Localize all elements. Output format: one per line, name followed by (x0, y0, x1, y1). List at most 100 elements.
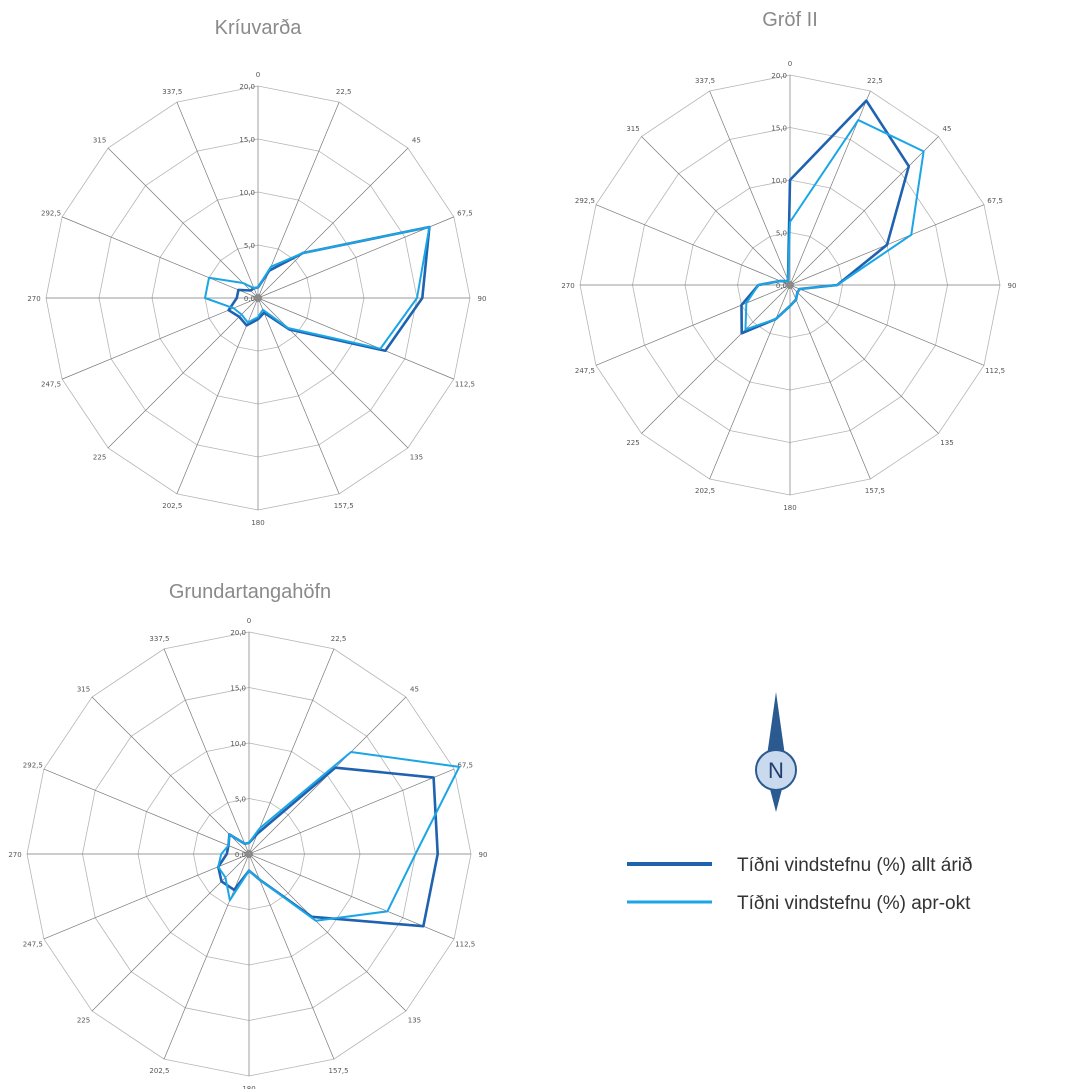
legend-label-all-year: Tíðni vindstefnu (%) allt árið (737, 855, 973, 876)
radar-chart-grundartangahofn: 0,0 5,0 10,0 15,0 20,00 22,5 45 67,5 90 112,5 135 1… (8, 617, 487, 1089)
north-letter: N (768, 758, 784, 783)
radial-tick-label: 20,0 (771, 72, 787, 80)
grid-spoke (709, 284, 791, 480)
angle-label: 135 (410, 453, 423, 461)
grid-spoke (62, 216, 259, 299)
angle-label: 270 (561, 282, 574, 290)
angle-label: 270 (27, 295, 40, 303)
grid-spoke (248, 853, 335, 1060)
angle-label: 135 (408, 1016, 421, 1024)
angle-label: 0 (788, 60, 792, 68)
radar-chart-kriuvarda: 0,0 5,0 10,0 15,0 20,00 22,5 45 67,5 90 112,5 135 1… (27, 71, 486, 527)
grid-spoke (91, 853, 250, 1012)
grid-spoke (257, 297, 454, 380)
angle-label: 225 (77, 1016, 90, 1024)
angle-label: 90 (478, 295, 487, 303)
grid-spoke (595, 284, 791, 366)
angle-label: 67,5 (457, 761, 473, 769)
angle-label: 45 (410, 686, 419, 694)
radial-tick-label: 15,0 (771, 125, 787, 133)
angle-label: 292,5 (575, 197, 595, 205)
chart-title-kriuvarda: Kríuvarða (215, 17, 303, 39)
legend: Tíðni vindstefnu (%) allt árið Tíðni vin… (627, 855, 973, 914)
angle-label: 337,5 (695, 77, 715, 85)
legend-label-apr-okt: Tíðni vindstefnu (%) apr-okt (737, 893, 971, 914)
grid-spoke (163, 648, 250, 855)
grid-spoke (176, 102, 259, 299)
angle-label: 247,5 (41, 381, 61, 389)
grid-spoke (248, 648, 335, 855)
grid-spoke (641, 136, 791, 286)
radar-chart-grof-ii: 0,0 5,0 10,0 15,0 20,00 22,5 45 67,5 90 112,5 135 1… (561, 60, 1016, 512)
angle-label: 112,5 (455, 941, 475, 949)
radial-tick-label: 5,0 (776, 230, 787, 238)
grid-spoke (789, 136, 939, 286)
radial-tick-label: 0,0 (776, 282, 787, 290)
angle-label: 157,5 (865, 487, 885, 495)
grid-spoke (43, 853, 250, 940)
series-line-apr-okt (744, 119, 925, 331)
angle-label: 112,5 (985, 367, 1005, 375)
north-arrow-icon: N (755, 692, 797, 812)
grid-spoke (641, 284, 791, 434)
angle-label: 315 (77, 686, 90, 694)
series-line-apr-okt (204, 226, 431, 350)
radial-tick-label: 15,0 (230, 685, 246, 693)
angle-label: 202,5 (149, 1067, 169, 1075)
grid-spoke (62, 297, 259, 380)
grid-spoke (709, 90, 791, 286)
angle-label: 22,5 (867, 77, 883, 85)
grid-spoke (176, 297, 259, 494)
radial-tick-label: 10,0 (230, 740, 246, 748)
grid-spoke (257, 147, 409, 299)
angle-label: 292,5 (41, 209, 61, 217)
angle-label: 337,5 (162, 88, 182, 96)
angle-label: 247,5 (23, 941, 43, 949)
angle-label: 180 (251, 519, 264, 527)
angle-label: 67,5 (457, 209, 473, 217)
center-marker (786, 281, 794, 289)
series-line-all-year (216, 766, 440, 928)
angle-label: 157,5 (334, 502, 354, 510)
angle-label: 90 (1008, 282, 1017, 290)
radial-tick-label: 0,0 (244, 295, 255, 303)
angle-label: 180 (783, 504, 796, 512)
angle-label: 225 (93, 453, 106, 461)
center-marker (245, 850, 253, 858)
angle-label: 0 (247, 617, 251, 625)
radial-tick-label: 10,0 (771, 177, 787, 185)
angle-label: 337,5 (149, 635, 169, 643)
angle-label: 202,5 (695, 487, 715, 495)
angle-label: 157,5 (329, 1067, 349, 1075)
angle-label: 67,5 (987, 197, 1003, 205)
chart-title-grof-ii: Gröf II (762, 9, 818, 31)
angle-label: 315 (626, 125, 639, 133)
grid-spoke (43, 768, 250, 855)
grid-spoke (248, 768, 455, 855)
chart-title-grundartangahofn: Grundartangahöfn (169, 581, 331, 603)
radial-tick-label: 0,0 (235, 851, 246, 859)
grid-spoke (91, 696, 250, 855)
grid-spoke (789, 284, 939, 434)
angle-label: 202,5 (162, 502, 182, 510)
angle-label: 0 (256, 71, 260, 79)
north-arrow-ring (755, 749, 797, 791)
radial-tick-label: 5,0 (235, 796, 246, 804)
grid-spoke (595, 204, 791, 286)
grid-spoke (257, 297, 340, 494)
angle-label: 270 (8, 851, 21, 859)
grid-spoke (107, 297, 259, 449)
grid-spoke (789, 284, 871, 480)
radial-tick-label: 20,0 (239, 83, 255, 91)
grid-spoke (257, 216, 454, 299)
grid-spoke (163, 853, 250, 1060)
series-line-all-year (227, 225, 431, 353)
angle-label: 90 (479, 851, 488, 859)
angle-label: 180 (242, 1085, 255, 1089)
angle-label: 112,5 (455, 381, 475, 389)
angle-label: 135 (940, 439, 953, 447)
grid-spoke (257, 297, 409, 449)
angle-label: 225 (626, 439, 639, 447)
radial-tick-label: 20,0 (230, 629, 246, 637)
